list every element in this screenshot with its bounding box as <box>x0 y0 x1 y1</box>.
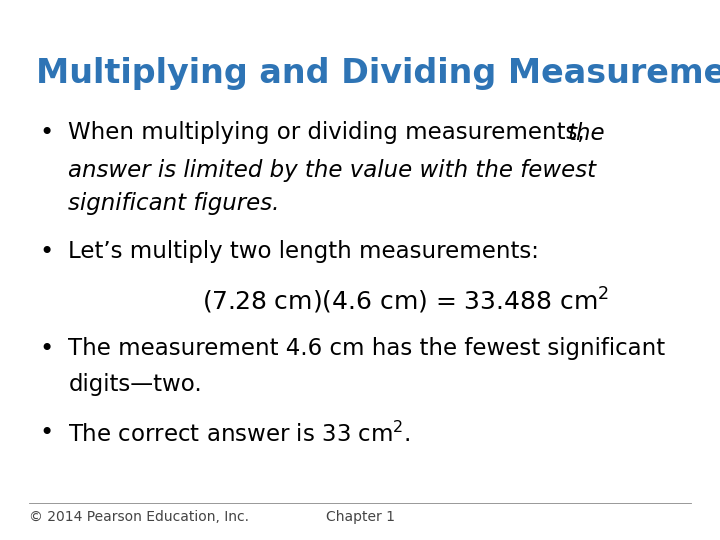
Text: Chapter 1: Chapter 1 <box>325 510 395 524</box>
Text: © 2014 Pearson Education, Inc.: © 2014 Pearson Education, Inc. <box>29 510 249 524</box>
Text: digits—two.: digits—two. <box>68 373 202 396</box>
Text: The correct answer is 33 cm$^2$.: The correct answer is 33 cm$^2$. <box>68 421 411 447</box>
Text: •: • <box>40 122 54 145</box>
Text: •: • <box>40 421 54 445</box>
Text: •: • <box>40 240 54 264</box>
Text: significant figures.: significant figures. <box>68 192 280 215</box>
Text: When multiplying or dividing measurements,: When multiplying or dividing measurement… <box>68 122 593 145</box>
Text: The measurement 4.6 cm has the fewest significant: The measurement 4.6 cm has the fewest si… <box>68 338 665 361</box>
Text: Let’s multiply two length measurements:: Let’s multiply two length measurements: <box>68 240 539 264</box>
Text: the: the <box>567 122 605 145</box>
Text: Multiplying and Dividing Measurements: Multiplying and Dividing Measurements <box>36 57 720 90</box>
Text: (7.28 cm)(4.6 cm) = 33.488 cm$^2$: (7.28 cm)(4.6 cm) = 33.488 cm$^2$ <box>202 286 608 316</box>
Text: answer is limited by the value with the fewest: answer is limited by the value with the … <box>68 159 597 183</box>
Text: •: • <box>40 338 54 361</box>
